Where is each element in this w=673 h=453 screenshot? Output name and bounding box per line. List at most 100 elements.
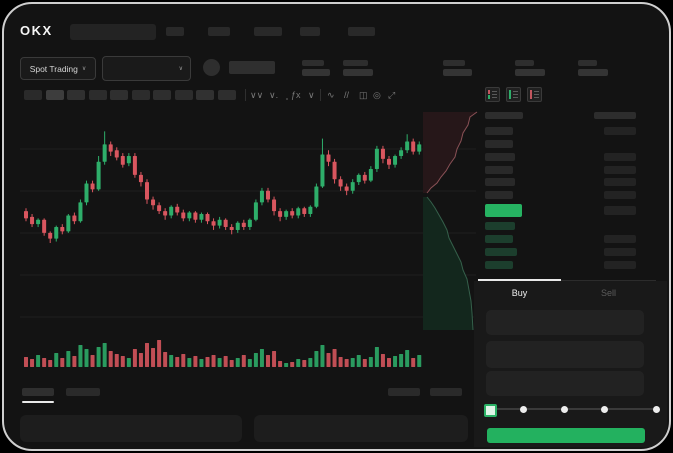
order-total-input[interactable] bbox=[486, 371, 644, 396]
tab-sell[interactable]: Sell bbox=[600, 288, 616, 298]
nav-item-placeholder[interactable] bbox=[254, 27, 282, 36]
toolbar-item-placeholder[interactable] bbox=[88, 90, 107, 100]
bottom-link-placeholder[interactable] bbox=[430, 388, 462, 396]
last-price-bar[interactable] bbox=[485, 204, 522, 217]
toolbar-separator-dot bbox=[286, 98, 288, 100]
bid-row-price-placeholder[interactable] bbox=[485, 248, 517, 256]
search-input[interactable] bbox=[70, 24, 156, 40]
toolbar-item-placeholder[interactable] bbox=[196, 90, 214, 100]
volume-bar bbox=[247, 359, 252, 367]
stat-value-placeholder bbox=[302, 69, 330, 76]
depth-asks-area bbox=[423, 112, 477, 193]
settings-icon[interactable]: ◎ bbox=[373, 90, 381, 100]
candle-body bbox=[259, 190, 264, 203]
indicators-icon[interactable]: ƒx bbox=[291, 90, 301, 100]
spot-trading-label: Spot Trading bbox=[29, 63, 78, 74]
toolbar-item-placeholder[interactable] bbox=[67, 90, 85, 100]
compare-dropdown-icon[interactable]: ∨ bbox=[308, 90, 315, 100]
toolbar-item-placeholder[interactable] bbox=[24, 90, 42, 100]
candle-body bbox=[36, 219, 41, 225]
stat-label-placeholder bbox=[443, 60, 465, 66]
depth-bids-area bbox=[423, 197, 473, 330]
bid-row-price-placeholder[interactable] bbox=[485, 222, 515, 230]
volume-bar bbox=[126, 358, 131, 367]
ask-row-price-placeholder[interactable] bbox=[485, 191, 513, 199]
pair-name-placeholder bbox=[229, 61, 275, 74]
camera-icon[interactable]: ◫ bbox=[359, 90, 368, 100]
candle-body bbox=[405, 141, 410, 151]
ask-row-price-placeholder[interactable] bbox=[485, 140, 513, 148]
chart-style-dropdown-icon[interactable]: ∨. bbox=[269, 90, 279, 100]
bid-row-price-placeholder[interactable] bbox=[485, 235, 513, 243]
volume-bar bbox=[48, 360, 53, 367]
nav-item-placeholder[interactable] bbox=[208, 27, 230, 36]
book-asks-icon[interactable] bbox=[527, 87, 542, 102]
slider-step-dot[interactable] bbox=[653, 406, 660, 413]
depth-bids-line bbox=[426, 196, 474, 331]
book-all-icon[interactable] bbox=[485, 87, 500, 102]
volume-bar bbox=[399, 354, 404, 367]
candle-body bbox=[399, 150, 404, 156]
ask-row-price-placeholder[interactable] bbox=[485, 153, 515, 161]
volume-bar bbox=[374, 347, 379, 367]
volume-bar bbox=[314, 351, 319, 367]
candle-body bbox=[296, 208, 301, 216]
icon-line bbox=[513, 94, 518, 95]
volume-bar bbox=[229, 360, 234, 367]
bottom-link-placeholder[interactable] bbox=[388, 388, 420, 396]
toolbar-item-placeholder[interactable] bbox=[110, 90, 128, 100]
candle-body bbox=[169, 206, 174, 216]
candle-body bbox=[344, 186, 349, 191]
candle-body bbox=[30, 216, 35, 225]
ask-row-amount-placeholder bbox=[604, 153, 636, 161]
bid-row-price-placeholder[interactable] bbox=[485, 261, 513, 269]
candle-body bbox=[380, 148, 385, 159]
volume-bar bbox=[380, 354, 385, 367]
slider-step-dot[interactable] bbox=[561, 406, 568, 413]
order-amount-input[interactable] bbox=[486, 341, 644, 368]
fullscreen-icon[interactable]: ⤢ bbox=[388, 90, 396, 100]
line-tool-icon[interactable]: ∿ bbox=[327, 90, 335, 100]
toolbar-item-placeholder[interactable] bbox=[45, 90, 64, 100]
amount-slider-handle[interactable] bbox=[484, 404, 497, 417]
slider-step-dot[interactable] bbox=[601, 406, 608, 413]
candle-body bbox=[138, 174, 143, 183]
ask-row-price-placeholder[interactable] bbox=[485, 178, 515, 186]
pair-selector-dropdown[interactable]: ∨ bbox=[102, 56, 191, 81]
candle-body bbox=[235, 222, 240, 230]
amount-slider-track[interactable] bbox=[489, 408, 656, 410]
coin-icon bbox=[203, 59, 220, 76]
bottom-tab-placeholder[interactable] bbox=[22, 388, 54, 396]
candle-body bbox=[338, 179, 343, 187]
candle-body bbox=[272, 199, 277, 212]
brush-tool-icon[interactable]: // bbox=[344, 90, 350, 100]
ask-row-price-placeholder[interactable] bbox=[485, 166, 513, 174]
volume-bar bbox=[193, 356, 198, 367]
volume-bar bbox=[259, 349, 264, 367]
toolbar-item-placeholder[interactable] bbox=[153, 90, 171, 100]
book-bids-icon[interactable] bbox=[506, 87, 521, 102]
volume-bar bbox=[163, 352, 168, 367]
buy-submit-button[interactable] bbox=[487, 428, 645, 443]
bottom-tab-placeholder[interactable] bbox=[66, 388, 100, 396]
volume-bar bbox=[90, 355, 95, 367]
stat-label-placeholder bbox=[578, 60, 597, 66]
volume-bar bbox=[266, 355, 270, 367]
ask-row-price-placeholder[interactable] bbox=[485, 127, 513, 135]
tab-buy[interactable]: Buy bbox=[511, 288, 528, 298]
toolbar-item-placeholder[interactable] bbox=[217, 90, 236, 100]
order-price-input[interactable] bbox=[486, 310, 644, 335]
nav-item-placeholder[interactable] bbox=[300, 27, 320, 36]
toolbar-item-placeholder[interactable] bbox=[131, 90, 150, 100]
volume-bar bbox=[60, 358, 65, 367]
nav-item-placeholder[interactable] bbox=[348, 27, 375, 36]
okx-logo[interactable]: OKX bbox=[20, 23, 53, 38]
spot-trading-dropdown[interactable]: Spot Trading ∨ bbox=[20, 57, 96, 80]
volume-bar bbox=[175, 357, 180, 367]
toolbar-item-placeholder[interactable] bbox=[174, 90, 193, 100]
candle-style-icon[interactable]: ∨∨ bbox=[250, 90, 264, 100]
nav-item-placeholder[interactable] bbox=[166, 27, 184, 36]
slider-step-dot[interactable] bbox=[520, 406, 527, 413]
volume-bar bbox=[169, 355, 174, 367]
